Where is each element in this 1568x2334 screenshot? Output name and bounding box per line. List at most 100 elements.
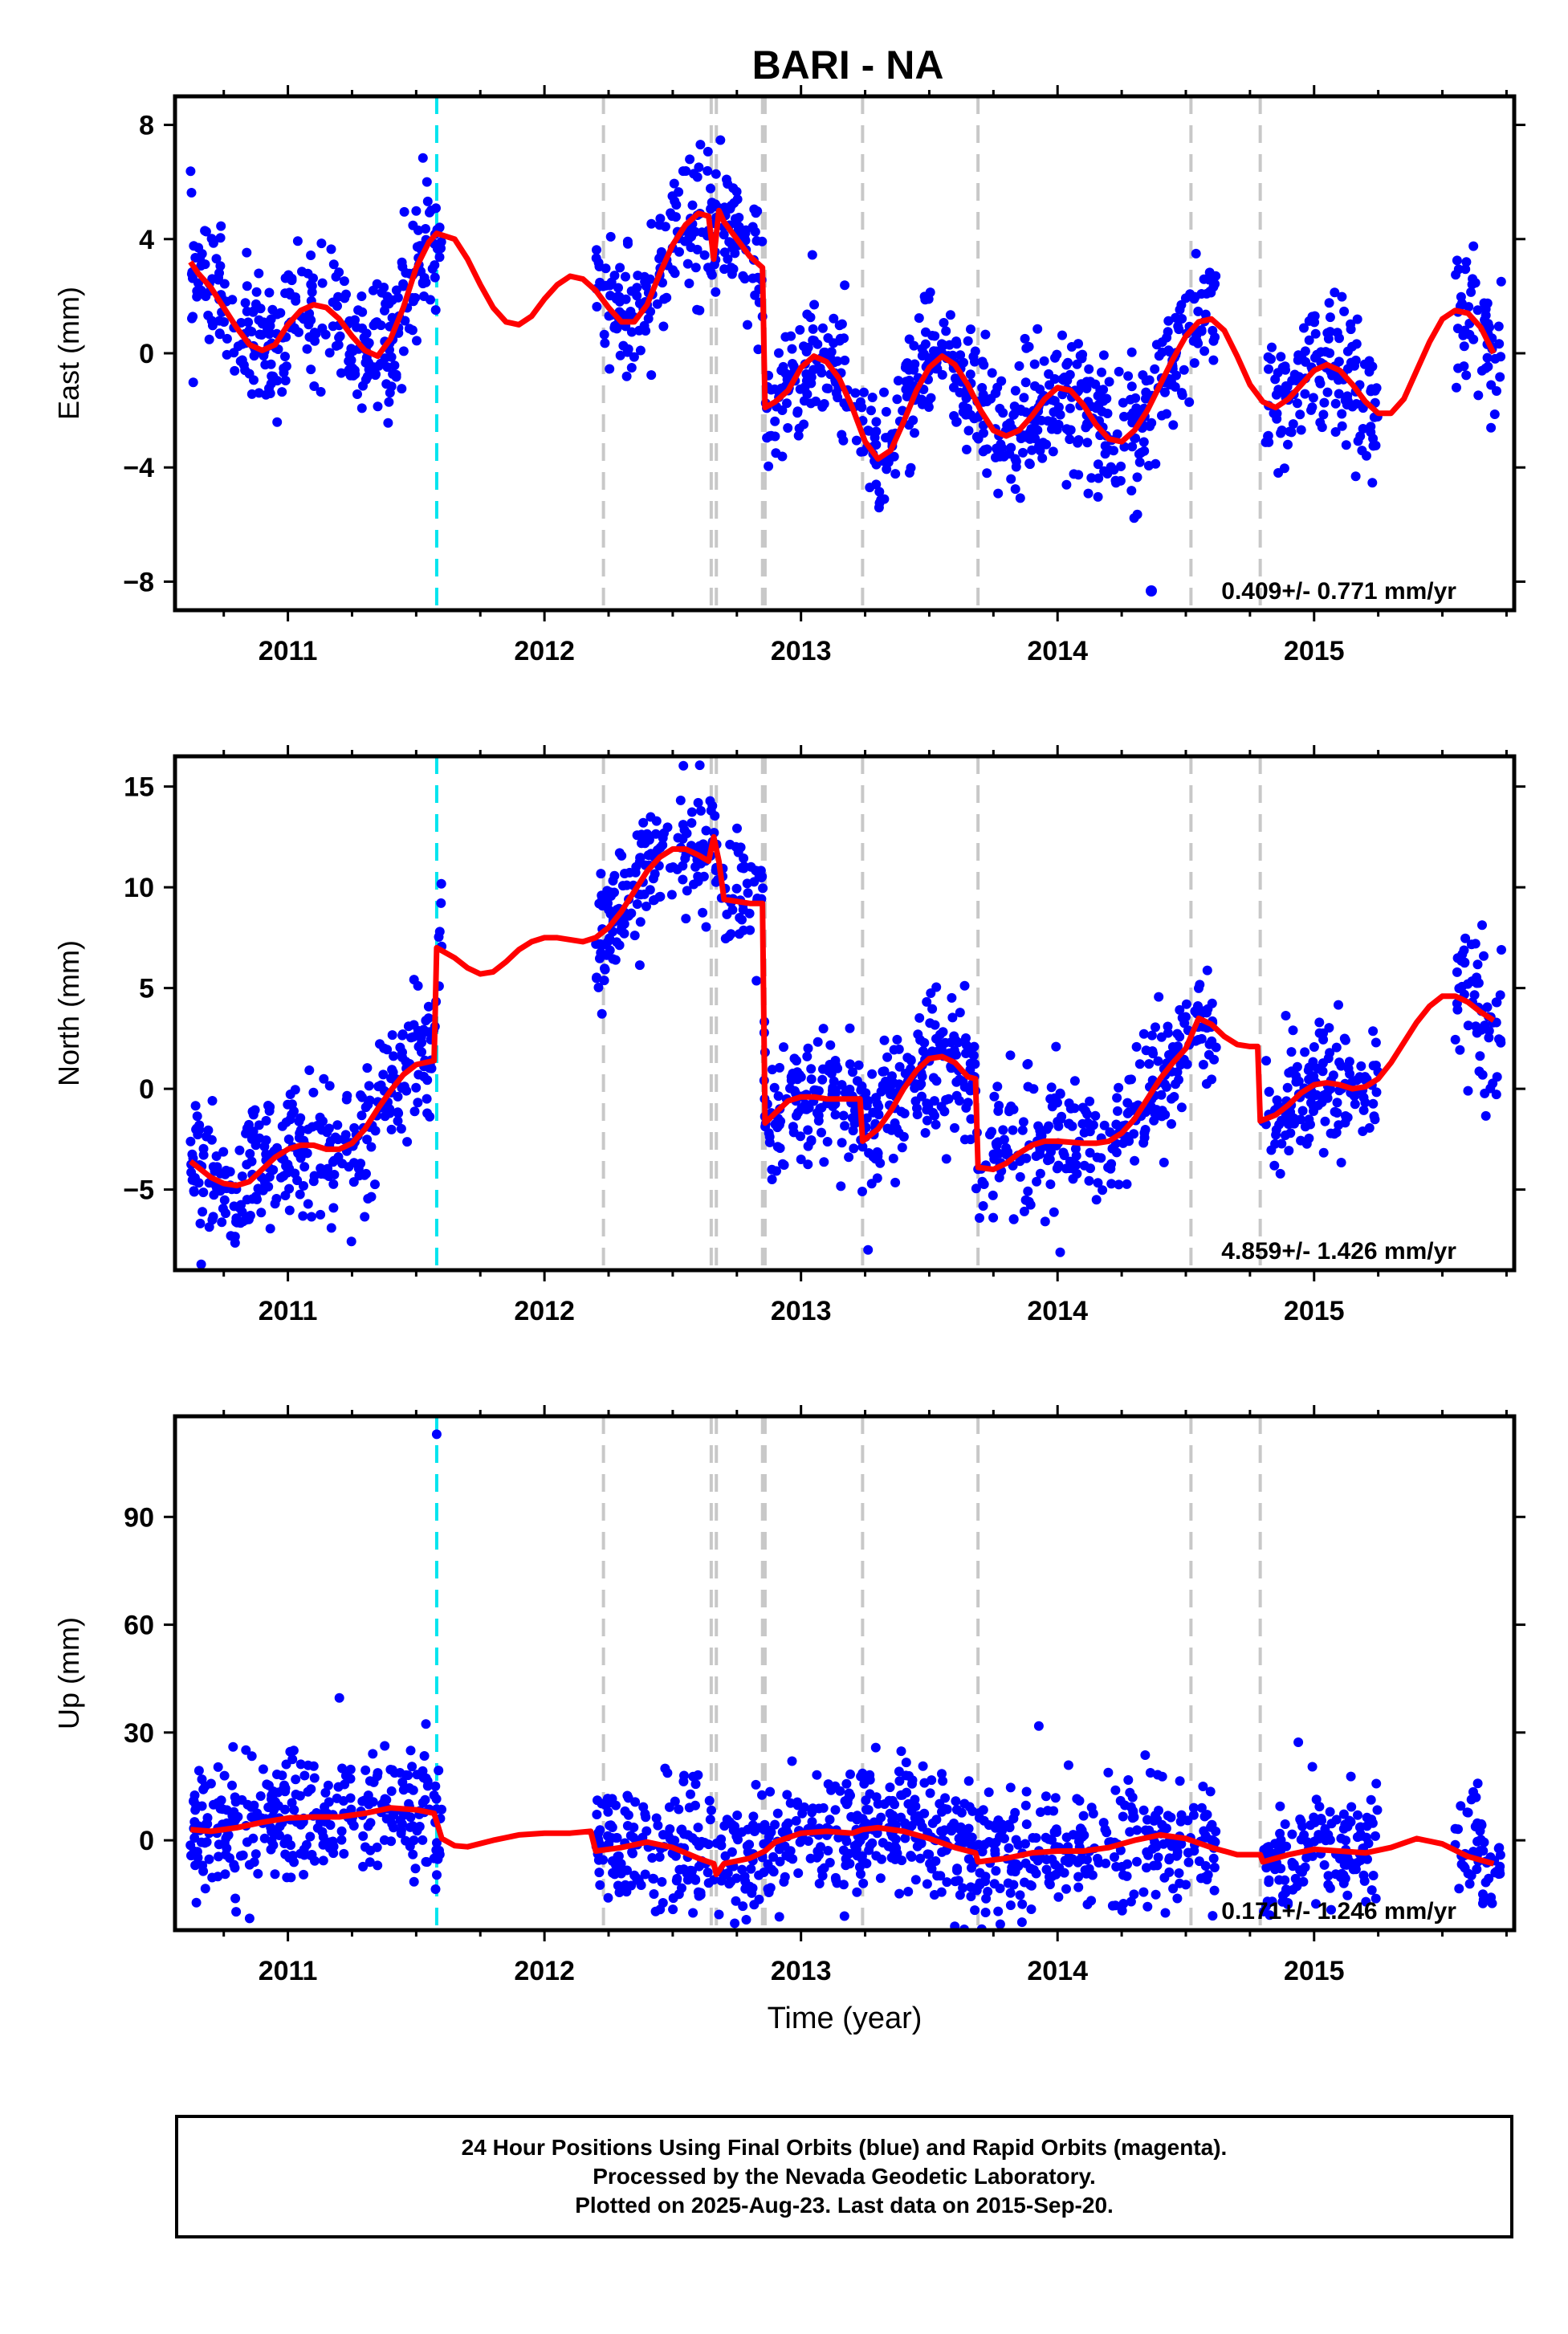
data-point xyxy=(1271,1130,1281,1140)
data-point xyxy=(823,383,833,393)
data-point xyxy=(1078,1811,1089,1821)
data-point xyxy=(309,1773,320,1783)
data-point xyxy=(1297,1106,1308,1116)
data-point xyxy=(923,402,934,412)
data-point xyxy=(1118,1811,1128,1822)
data-point xyxy=(1275,1801,1285,1811)
data-point xyxy=(188,377,198,388)
data-point xyxy=(764,461,774,471)
data-point xyxy=(1072,1168,1082,1179)
data-point xyxy=(698,907,708,918)
data-point xyxy=(803,1159,813,1170)
data-point xyxy=(678,820,688,830)
data-point xyxy=(1041,1791,1051,1802)
data-point xyxy=(632,899,642,909)
data-point xyxy=(731,1896,741,1906)
data-point xyxy=(669,178,679,189)
x-tick-label: 2013 xyxy=(771,1296,832,1326)
data-point xyxy=(696,1836,707,1847)
data-point xyxy=(1358,1870,1369,1880)
data-point xyxy=(1303,1065,1313,1075)
data-point xyxy=(240,365,250,376)
data-point xyxy=(647,1853,658,1863)
data-point xyxy=(386,1124,397,1134)
data-point xyxy=(951,1796,961,1807)
data-point xyxy=(1088,1120,1098,1130)
data-point xyxy=(287,1851,298,1861)
data-point xyxy=(1330,287,1340,298)
data-point xyxy=(719,264,730,275)
data-point xyxy=(1131,1041,1142,1052)
data-point xyxy=(1004,1819,1014,1830)
data-point xyxy=(417,1835,428,1845)
data-point xyxy=(193,1130,203,1140)
data-point xyxy=(201,226,211,237)
data-point xyxy=(719,230,729,240)
data-point xyxy=(427,263,438,274)
data-point xyxy=(597,1008,607,1019)
data-point xyxy=(864,426,874,436)
data-point xyxy=(931,982,942,992)
x-tick-label: 2011 xyxy=(259,1956,318,1986)
data-point xyxy=(792,1056,801,1066)
data-point xyxy=(1190,336,1200,346)
data-point xyxy=(207,1096,218,1106)
data-point xyxy=(204,334,214,344)
data-point xyxy=(955,1822,966,1832)
data-point xyxy=(389,1768,400,1778)
data-point xyxy=(1086,1896,1097,1906)
x-tick-label: 2014 xyxy=(1027,636,1088,666)
data-point xyxy=(1263,431,1273,442)
data-point xyxy=(1325,1048,1335,1058)
data-point xyxy=(1041,439,1052,450)
data-point xyxy=(1071,1159,1081,1170)
data-point xyxy=(1284,1068,1294,1078)
data-point xyxy=(1370,440,1381,450)
data-point xyxy=(215,233,226,243)
data-point xyxy=(200,1884,210,1894)
data-point xyxy=(1041,1855,1052,1864)
data-point xyxy=(309,381,320,391)
data-point xyxy=(1067,1121,1077,1131)
data-point xyxy=(813,1116,824,1126)
data-point xyxy=(1099,1120,1110,1130)
data-point xyxy=(1318,409,1329,420)
data-point xyxy=(925,1788,935,1798)
data-point xyxy=(287,1754,298,1765)
data-point xyxy=(1045,1179,1056,1189)
data-point xyxy=(357,1796,368,1807)
data-point xyxy=(799,1802,809,1812)
data-point xyxy=(1004,1843,1014,1853)
data-point xyxy=(236,318,246,328)
data-point xyxy=(1269,1160,1280,1171)
data-point xyxy=(672,1873,682,1884)
data-point xyxy=(987,368,997,378)
data-point xyxy=(929,1096,939,1106)
data-point xyxy=(615,350,625,360)
data-point xyxy=(409,1876,419,1887)
data-point xyxy=(1111,1147,1122,1158)
data-point xyxy=(405,1745,416,1756)
data-point xyxy=(373,1768,383,1778)
data-point xyxy=(1139,1128,1150,1138)
data-point xyxy=(605,1820,615,1831)
data-point xyxy=(619,919,629,929)
data-point xyxy=(692,172,703,182)
data-point xyxy=(959,1834,970,1844)
data-point xyxy=(724,1879,735,1889)
data-point xyxy=(1090,379,1101,389)
data-point xyxy=(681,914,691,924)
data-point xyxy=(707,1805,716,1815)
data-point xyxy=(1142,1863,1151,1873)
data-point xyxy=(316,1163,326,1174)
data-point xyxy=(364,1081,374,1091)
data-point xyxy=(190,1175,200,1186)
data-point xyxy=(1281,365,1290,375)
data-point xyxy=(1111,1862,1122,1872)
data-point xyxy=(1163,345,1174,356)
data-point xyxy=(246,1134,257,1144)
data-point xyxy=(1035,384,1045,394)
data-point xyxy=(845,1059,855,1069)
data-point xyxy=(333,1782,344,1792)
